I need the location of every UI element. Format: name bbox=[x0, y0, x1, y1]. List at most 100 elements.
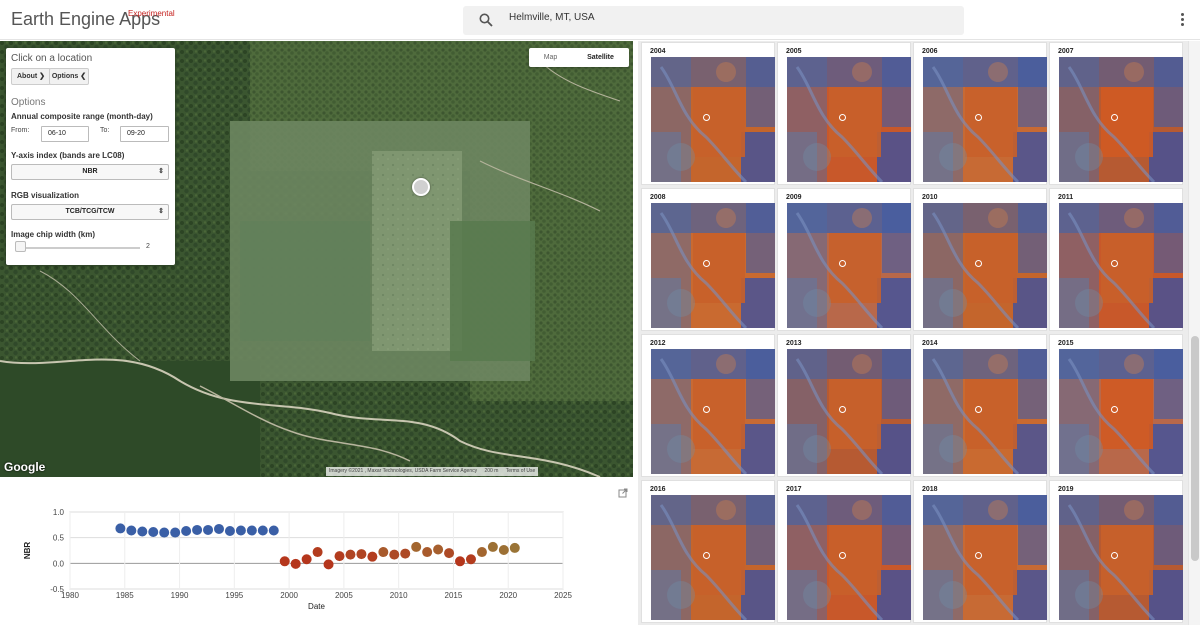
from-input[interactable]: 06-10 bbox=[41, 126, 89, 142]
to-input[interactable]: 09-20 bbox=[120, 126, 169, 142]
location-ring-icon bbox=[975, 260, 982, 267]
rgb-label: RGB visualization bbox=[11, 191, 80, 200]
rgb-select-value: TCB/TCG/TCW bbox=[65, 208, 115, 215]
image-chip-card[interactable]: 2014 bbox=[913, 334, 1047, 477]
chip-year-label: 2016 bbox=[650, 486, 666, 493]
scale-bar[interactable]: 200 m bbox=[484, 468, 499, 474]
chip-year-label: 2005 bbox=[786, 48, 802, 55]
image-chip-card[interactable]: 2004 bbox=[641, 42, 775, 185]
image-chip-card[interactable]: 2015 bbox=[1049, 334, 1183, 477]
image-chip-card[interactable]: 2018 bbox=[913, 480, 1047, 623]
options-button[interactable]: Options ❮ bbox=[49, 68, 89, 85]
data-point bbox=[257, 525, 268, 536]
chip-year-label: 2015 bbox=[1058, 340, 1074, 347]
terms-link[interactable]: Terms of Use bbox=[505, 468, 536, 474]
data-point bbox=[137, 526, 148, 537]
data-point bbox=[115, 523, 126, 534]
x-tick-label: 2005 bbox=[335, 591, 353, 600]
rgb-select[interactable]: TCB/TCG/TCW ⇕ bbox=[11, 204, 169, 220]
chip-year-label: 2009 bbox=[786, 194, 802, 201]
y-axis-label: NBR bbox=[23, 542, 32, 560]
x-tick-label: 2000 bbox=[280, 591, 298, 600]
from-label: From: bbox=[11, 127, 30, 134]
chip-width-label: Image chip width (km) bbox=[11, 230, 96, 239]
x-axis-label: Date bbox=[308, 602, 325, 611]
location-ring-icon bbox=[975, 406, 982, 413]
image-chip-card[interactable]: 2016 bbox=[641, 480, 775, 623]
data-point bbox=[422, 547, 433, 558]
location-ring-icon bbox=[703, 260, 710, 267]
map-attribution: Imagery ©2021 , Maxar Technologies, USDA… bbox=[326, 467, 539, 476]
nbr-chart-panel: 1.0 0.5 0.0 -0.5 1980 1985 1990 1995 2000 2005 201… bbox=[0, 478, 633, 625]
image-chip-card[interactable]: 2008 bbox=[641, 188, 775, 331]
chip-year-label: 2006 bbox=[922, 48, 938, 55]
data-point bbox=[181, 525, 192, 536]
google-logo: Google bbox=[4, 460, 46, 474]
map-type-satellite-button[interactable]: Satellite bbox=[587, 54, 614, 61]
data-point bbox=[498, 544, 509, 555]
chip-width-slider-handle[interactable] bbox=[15, 241, 26, 252]
data-point bbox=[444, 548, 455, 559]
location-ring-icon bbox=[1111, 114, 1118, 121]
to-label: To: bbox=[100, 127, 110, 134]
data-point bbox=[323, 559, 334, 570]
scrollbar-thumb[interactable] bbox=[1191, 336, 1199, 561]
image-chip-card[interactable]: 2012 bbox=[641, 334, 775, 477]
data-point bbox=[455, 556, 466, 567]
image-chip-card[interactable]: 2017 bbox=[777, 480, 911, 623]
chip-year-label: 2013 bbox=[786, 340, 802, 347]
satellite-image-chip bbox=[923, 349, 1047, 474]
location-ring-icon bbox=[839, 114, 846, 121]
app-title[interactable]: Earth Engine Apps bbox=[11, 9, 161, 29]
data-point bbox=[290, 558, 301, 569]
search-icon[interactable] bbox=[479, 13, 493, 27]
chip-width-slider-track[interactable] bbox=[16, 247, 140, 249]
location-marker[interactable] bbox=[412, 178, 430, 196]
data-point bbox=[235, 525, 246, 536]
image-chip-card[interactable]: 2005 bbox=[777, 42, 911, 185]
chip-year-label: 2019 bbox=[1058, 486, 1074, 493]
data-point bbox=[334, 551, 345, 562]
data-point bbox=[279, 556, 290, 567]
open-in-new-icon[interactable] bbox=[618, 488, 628, 498]
satellite-image-chip bbox=[1059, 495, 1183, 620]
image-chip-card[interactable]: 2019 bbox=[1049, 480, 1183, 623]
satellite-image-chip bbox=[787, 349, 911, 474]
about-button[interactable]: About ❯ bbox=[11, 68, 51, 85]
image-chip-card[interactable]: 2007 bbox=[1049, 42, 1183, 185]
satellite-image-chip bbox=[923, 203, 1047, 328]
more-options-icon[interactable] bbox=[1176, 12, 1188, 28]
location-ring-icon bbox=[839, 406, 846, 413]
data-point bbox=[224, 525, 235, 536]
x-tick-label: 1995 bbox=[225, 591, 243, 600]
location-ring-icon bbox=[839, 260, 846, 267]
location-ring-icon bbox=[703, 114, 710, 121]
yaxis-select[interactable]: NBR ⇕ bbox=[11, 164, 169, 180]
image-chip-card[interactable]: 2011 bbox=[1049, 188, 1183, 331]
image-chip-card[interactable]: 2013 bbox=[777, 334, 911, 477]
location-ring-icon bbox=[1111, 260, 1118, 267]
location-ring-icon bbox=[975, 114, 982, 121]
y-tick-label: -0.5 bbox=[50, 585, 64, 594]
options-panel: Click on a location About ❯ Options ❮ Op… bbox=[6, 48, 175, 265]
satellite-image-chip bbox=[923, 57, 1047, 182]
grid-scrollbar[interactable] bbox=[1188, 41, 1200, 625]
x-tick-label: 1990 bbox=[171, 591, 189, 600]
map-type-map-button[interactable]: Map bbox=[543, 54, 558, 61]
chip-year-label: 2018 bbox=[922, 486, 938, 493]
x-tick-label: 2025 bbox=[554, 591, 572, 600]
data-point bbox=[487, 541, 498, 552]
image-chip-card[interactable]: 2009 bbox=[777, 188, 911, 331]
image-chip-card[interactable]: 2010 bbox=[913, 188, 1047, 331]
search-input[interactable] bbox=[509, 12, 909, 23]
data-point bbox=[192, 524, 203, 535]
options-heading: Options bbox=[11, 97, 46, 108]
data-point bbox=[367, 551, 378, 562]
satellite-image-chip bbox=[651, 57, 775, 182]
x-tick-label: 2020 bbox=[499, 591, 517, 600]
search-box[interactable] bbox=[463, 6, 964, 35]
location-ring-icon bbox=[839, 552, 846, 559]
experimental-badge: Experimental bbox=[128, 9, 175, 18]
image-chip-card[interactable]: 2006 bbox=[913, 42, 1047, 185]
data-point bbox=[203, 524, 214, 535]
